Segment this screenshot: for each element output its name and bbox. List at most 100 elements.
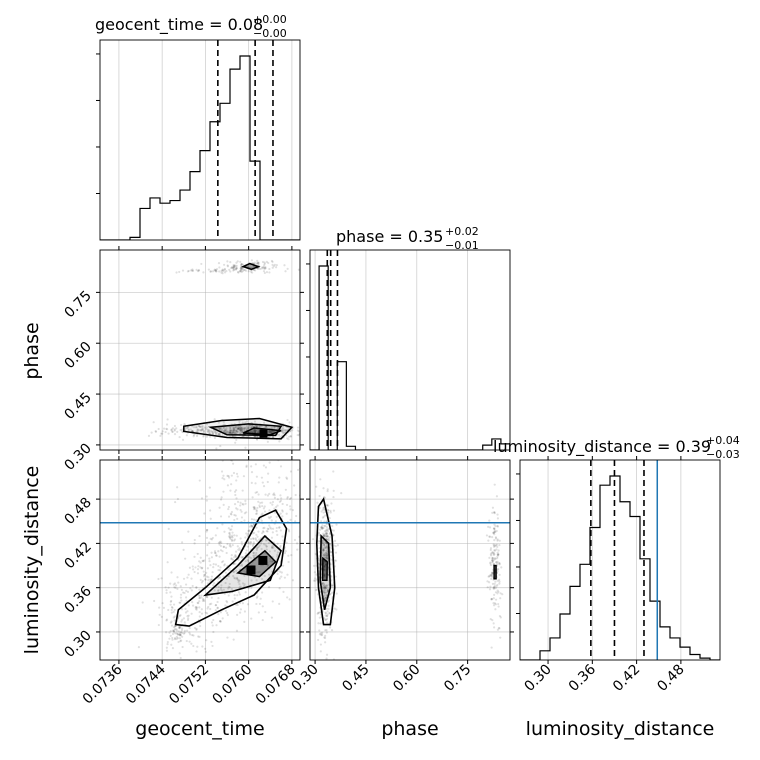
sample-point: [326, 665, 328, 667]
sample-point: [232, 431, 235, 434]
sample-point: [248, 424, 251, 427]
sample-point: [286, 497, 289, 500]
sample-point: [305, 528, 307, 530]
sample-point: [185, 665, 187, 667]
sample-point: [250, 524, 254, 528]
hist-panel-geocent_time: [96, 39, 301, 241]
sample-point: [318, 616, 321, 619]
sample-point: [336, 544, 339, 547]
sample-point: [325, 532, 328, 536]
sample-point: [322, 586, 326, 590]
sample-point: [223, 267, 227, 271]
sample-point: [169, 591, 172, 594]
sample-point: [324, 641, 327, 644]
sample-point: [235, 472, 239, 475]
sample-point: [172, 630, 175, 633]
sample-point: [262, 530, 265, 534]
sample-point: [262, 266, 265, 269]
sample-point: [201, 559, 204, 562]
sample-point: [283, 264, 286, 267]
points-group: [137, 460, 307, 667]
sample-point: [178, 634, 182, 637]
sample-point: [264, 267, 267, 270]
sample-point: [227, 535, 231, 538]
sample-point: [164, 586, 167, 589]
sample-point: [244, 536, 247, 539]
sample-point: [332, 495, 335, 499]
sample-point: [324, 629, 327, 632]
sample-point: [241, 429, 244, 432]
sample-point: [198, 606, 201, 609]
sample-point: [233, 268, 236, 271]
sample-point: [181, 635, 184, 638]
sample-point: [206, 554, 209, 557]
sample-point: [229, 261, 232, 264]
sample-point: [214, 604, 217, 607]
sample-point: [493, 523, 496, 526]
y-tick-label: 0.42: [61, 539, 94, 572]
sample-point: [286, 596, 289, 599]
sample-point: [213, 582, 216, 585]
sample-point: [325, 629, 328, 632]
sample-point: [251, 424, 254, 427]
sample-point: [170, 606, 174, 609]
sample-point: [214, 609, 217, 612]
sample-point: [255, 547, 258, 550]
sample-point: [258, 602, 261, 606]
sample-point: [275, 530, 278, 533]
sample-point: [173, 424, 177, 428]
sample-point: [220, 271, 223, 274]
sample-point: [182, 591, 185, 594]
sample-point: [248, 525, 252, 528]
sample-point: [232, 264, 235, 267]
sample-point: [306, 433, 308, 435]
sample-point: [201, 645, 204, 648]
sample-point: [206, 596, 209, 599]
sample-point: [325, 615, 329, 618]
sample-point: [165, 619, 168, 622]
sample-point: [491, 572, 494, 575]
sample-point: [187, 604, 190, 607]
sample-point: [249, 430, 252, 433]
sample-point: [169, 634, 172, 637]
sample-point: [178, 270, 181, 274]
sample-point: [237, 427, 240, 430]
sample-point: [256, 267, 259, 270]
sample-point: [324, 524, 327, 528]
sample-point: [492, 545, 496, 548]
sample-point: [230, 525, 234, 528]
sample-point: [195, 426, 198, 429]
sample-point: [325, 549, 328, 552]
sample-point: [176, 637, 179, 640]
sample-point: [296, 548, 299, 551]
sample-point: [234, 267, 237, 271]
sample-point: [195, 434, 199, 438]
sample-point: [236, 508, 239, 511]
sample-point: [243, 620, 246, 623]
sample-point: [246, 603, 250, 606]
sample-point: [205, 428, 208, 431]
sample-point: [199, 556, 202, 559]
sample-point: [235, 489, 238, 492]
sample-point: [329, 544, 333, 547]
sample-point: [301, 485, 303, 487]
sample-point: [271, 531, 274, 534]
sample-point: [264, 267, 267, 270]
sample-point: [228, 535, 232, 539]
sample-point: [215, 268, 219, 271]
sample-point: [323, 584, 326, 587]
sample-point: [269, 501, 272, 504]
sample-point: [494, 608, 497, 611]
sample-point: [219, 427, 222, 430]
sample-point: [199, 425, 202, 429]
sample-point: [263, 505, 266, 508]
sample-point: [271, 263, 274, 267]
sample-point: [210, 596, 213, 599]
sample-point: [200, 497, 204, 500]
sample-point: [275, 526, 278, 530]
sample-point: [491, 557, 495, 560]
sample-point: [234, 550, 238, 553]
sample-point: [319, 650, 322, 653]
sample-point: [170, 429, 173, 432]
sample-point: [325, 552, 328, 555]
